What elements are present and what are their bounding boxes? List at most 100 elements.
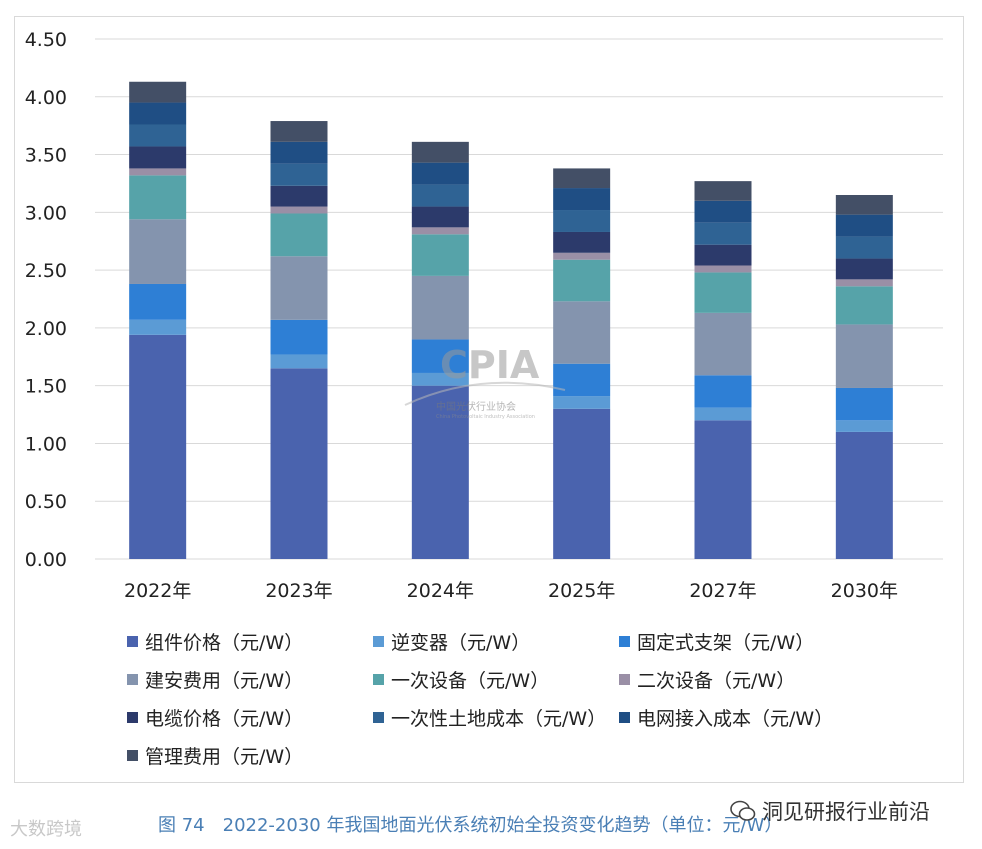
legend-item: 建安费用（元/W） xyxy=(127,666,303,693)
bar-segment xyxy=(835,420,893,432)
bar-segment xyxy=(129,283,187,320)
bar-segment xyxy=(129,175,187,220)
bar-segment xyxy=(411,234,469,276)
x-tick-label: 2022年 xyxy=(124,580,191,602)
legend-item: 逆变器（元/W） xyxy=(373,628,530,655)
legend-label: 一次设备（元/W） xyxy=(391,670,550,692)
bar-segment xyxy=(411,206,469,228)
y-tick-label: 1.00 xyxy=(25,433,67,455)
watermark-right-text: 洞见研报行业前沿 xyxy=(762,800,930,824)
cpia-arc xyxy=(404,381,566,406)
bar-segment xyxy=(835,236,893,259)
legend-swatch xyxy=(619,712,630,723)
bar-segment xyxy=(411,184,469,207)
legend-swatch xyxy=(127,712,138,723)
bar-segment xyxy=(129,219,187,284)
cpia-logo-text: CPIA xyxy=(440,343,540,387)
cpia-logo-cn: 中国光伏行业协会 xyxy=(436,400,516,413)
bar-segment xyxy=(553,252,611,260)
bar-segment xyxy=(694,420,752,559)
legend-label: 固定式支架（元/W） xyxy=(637,632,815,654)
legend-item: 一次设备（元/W） xyxy=(373,666,549,693)
bar-segment xyxy=(270,319,328,355)
bar-segment xyxy=(270,185,328,207)
bar-segment xyxy=(835,431,893,559)
bar-segment xyxy=(694,272,752,313)
bar-segment xyxy=(835,324,893,388)
chart-frame: 0.00 0.50 1.00 1.50 2.00 2.50 3.00 3.50 4.00 4.50… xyxy=(14,16,964,783)
cpia-logo-en: China Photovoltaic Industry Association xyxy=(436,414,535,420)
x-tick-label: 2030年 xyxy=(831,580,898,602)
bar-segment xyxy=(270,354,328,369)
legend-label: 逆变器（元/W） xyxy=(391,632,531,654)
bar-segment xyxy=(835,387,893,421)
bar-segment xyxy=(129,334,187,559)
bar-segment xyxy=(270,163,328,186)
bar-segment xyxy=(553,259,611,302)
y-tick-label: 1.50 xyxy=(25,376,67,398)
y-tick-label: 4.00 xyxy=(25,87,67,109)
bar-segment xyxy=(553,210,611,232)
bar-segment xyxy=(694,222,752,245)
bar-segment xyxy=(270,256,328,320)
bar-segment xyxy=(553,188,611,211)
legend-label: 一次性土地成本（元/W） xyxy=(391,708,607,730)
bar-segment xyxy=(129,319,187,335)
bar-segment xyxy=(835,214,893,237)
legend-swatch xyxy=(127,750,138,761)
x-tick-label: 2024年 xyxy=(407,580,474,602)
legend-item: 固定式支架（元/W） xyxy=(619,628,814,655)
bar-segment xyxy=(129,81,187,103)
legend-swatch xyxy=(127,674,138,685)
legend-item: 二次设备（元/W） xyxy=(619,666,795,693)
y-tick-label: 4.50 xyxy=(25,29,67,51)
bar-segment xyxy=(553,231,611,253)
legend-item: 电网接入成本（元/W） xyxy=(619,704,833,731)
bar-segment xyxy=(694,375,752,408)
y-tick-label: 0.00 xyxy=(25,549,67,571)
bar-segment xyxy=(553,168,611,189)
bar-segment xyxy=(129,168,187,176)
bar-segment xyxy=(553,408,611,559)
bar-segment xyxy=(694,244,752,266)
legend-item: 管理费用（元/W） xyxy=(127,742,303,769)
legend-label: 电缆价格（元/W） xyxy=(145,708,304,730)
legend-label: 管理费用（元/W） xyxy=(145,746,304,768)
bar-segment xyxy=(129,102,187,125)
y-tick-label: 3.50 xyxy=(25,145,67,167)
legend-item: 电缆价格（元/W） xyxy=(127,704,303,731)
cpia-watermark-logo: CPIA 中国光伏行业协会 China Photovoltaic Industr… xyxy=(404,343,566,420)
bar-segment xyxy=(694,181,752,201)
legend-item: 一次性土地成本（元/W） xyxy=(373,704,606,731)
y-tick-label: 2.00 xyxy=(25,318,67,340)
bar-segment xyxy=(270,206,328,214)
bar-segment xyxy=(270,121,328,142)
bar-segment xyxy=(553,396,611,409)
figure-caption: 图 74 2022-2030 年我国地面光伏系统初始全投资变化趋势（单位：元/W… xyxy=(158,815,783,836)
bar-segment xyxy=(129,124,187,147)
legend-swatch xyxy=(373,636,384,647)
legend-swatch xyxy=(373,712,384,723)
legend-label: 电网接入成本（元/W） xyxy=(637,708,834,730)
legend-label: 二次设备（元/W） xyxy=(637,670,796,692)
legend-label: 组件价格（元/W） xyxy=(145,632,304,654)
legend-swatch xyxy=(619,636,630,647)
bar-segment xyxy=(129,146,187,169)
y-tick-label: 0.50 xyxy=(25,491,67,513)
legend-swatch xyxy=(373,674,384,685)
legend-label: 建安费用（元/W） xyxy=(145,670,304,692)
bar-segment xyxy=(694,407,752,421)
x-tick-label: 2023年 xyxy=(265,580,332,602)
bar-segment xyxy=(411,141,469,163)
watermark-left: 大数跨境 xyxy=(10,815,82,841)
y-tick-label: 2.50 xyxy=(25,260,67,282)
bar-segment xyxy=(411,339,469,373)
legend-swatch xyxy=(619,674,630,685)
bar-segment xyxy=(411,372,469,386)
bar-segment xyxy=(694,265,752,273)
legend-swatch xyxy=(127,636,138,647)
bar-segment xyxy=(553,363,611,397)
legend-item: 组件价格（元/W） xyxy=(127,628,303,655)
bar-segment xyxy=(270,368,328,559)
bar-segment xyxy=(411,227,469,235)
